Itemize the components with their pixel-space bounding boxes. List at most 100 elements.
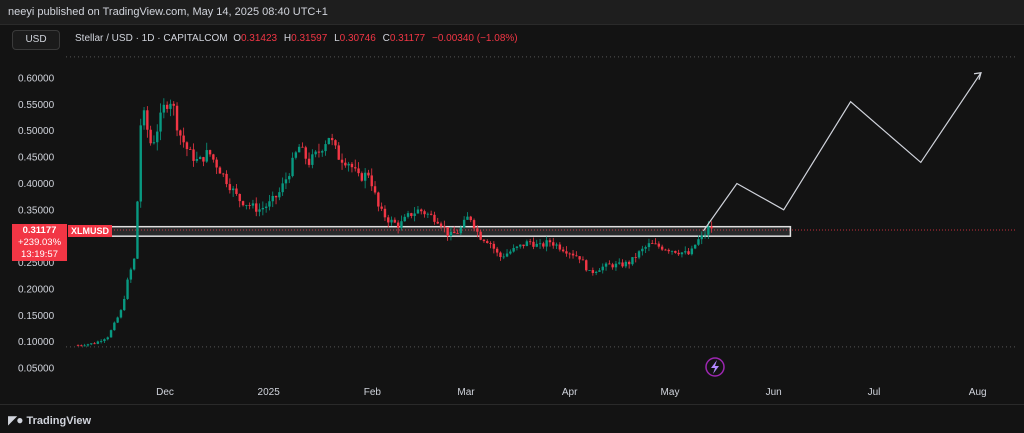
candle-body: [96, 341, 100, 344]
candle: [472, 218, 476, 232]
candle-body: [238, 193, 241, 202]
candle-body: [601, 266, 604, 271]
candle: [106, 336, 109, 341]
candle-body: [660, 246, 664, 250]
candle: [373, 181, 377, 195]
candle: [311, 149, 314, 169]
candle: [179, 129, 182, 145]
candle: [515, 246, 519, 251]
candle-body: [667, 249, 670, 252]
candle: [169, 99, 172, 117]
candle: [522, 244, 525, 249]
candle: [387, 214, 390, 228]
candle-body: [591, 270, 595, 273]
candle-body: [456, 233, 459, 234]
replay-lightning-icon[interactable]: [705, 357, 725, 377]
candle-body: [321, 151, 324, 153]
change-value: −0.00340 (−1.08%): [432, 33, 518, 44]
candle: [594, 270, 598, 276]
currency-button[interactable]: USD: [12, 30, 60, 50]
candle-body: [377, 192, 380, 207]
y-tick-label: 0.40000: [18, 179, 55, 190]
candle-body: [519, 244, 522, 247]
y-tick-label: 0.55000: [18, 100, 55, 111]
candle-body: [288, 176, 291, 180]
candle-body: [119, 310, 123, 318]
price-chart[interactable]: 0.60000 0.55000 0.50000 0.45000 0.40000 0.350…: [0, 25, 1024, 405]
candle-body: [258, 209, 261, 212]
candle-body: [347, 163, 350, 166]
candle: [208, 149, 212, 157]
candle: [621, 259, 624, 268]
candle: [538, 239, 542, 249]
candle-body: [462, 219, 466, 228]
candle-body: [690, 248, 694, 255]
candle-body: [641, 248, 644, 252]
candle: [354, 159, 357, 172]
candle: [519, 244, 522, 249]
candle: [383, 205, 387, 221]
candle: [294, 150, 298, 160]
candle-body: [657, 243, 661, 247]
candle: [542, 241, 545, 249]
candle: [674, 250, 677, 254]
candle: [486, 239, 489, 244]
x-tick-label: Jun: [766, 387, 782, 398]
candle-body: [654, 243, 657, 245]
candle: [677, 249, 680, 256]
candle: [585, 259, 588, 272]
candle: [561, 246, 565, 253]
countdown-badge: 13:19:57: [12, 249, 67, 261]
candle-body: [109, 330, 113, 338]
candle: [317, 143, 321, 158]
candle: [132, 258, 136, 271]
candle: [601, 263, 604, 274]
candle-body: [169, 103, 172, 109]
candle-body: [545, 240, 548, 247]
candle: [664, 248, 667, 251]
candle: [571, 249, 575, 259]
candle: [420, 208, 423, 215]
candle: [350, 161, 354, 173]
candle: [476, 225, 479, 238]
candle-body: [552, 242, 555, 246]
high-value: 0.31597: [291, 33, 328, 44]
candle: [301, 142, 304, 148]
candle-body: [370, 175, 373, 187]
publish-info: neeyi published on TradingView.com, May …: [8, 6, 328, 18]
candle-body: [621, 262, 624, 267]
candle-body: [433, 214, 436, 222]
candle-body: [159, 112, 162, 132]
candle: [548, 238, 552, 247]
candle: [479, 229, 482, 241]
candle-body: [515, 246, 519, 248]
candle: [700, 231, 703, 245]
candle-body: [677, 252, 680, 255]
candle-body: [218, 167, 222, 174]
candle-body: [687, 251, 690, 255]
brand[interactable]: ◤● TradingView: [8, 413, 91, 427]
brand-label: TradingView: [26, 415, 92, 427]
candle: [99, 339, 103, 344]
candle-body: [684, 251, 687, 253]
candle-body: [136, 201, 139, 259]
candle-body: [334, 140, 337, 146]
candle: [545, 236, 548, 252]
candle: [459, 225, 463, 236]
candle: [123, 295, 126, 311]
candle: [456, 229, 459, 234]
candle-body: [436, 221, 439, 224]
candle-body: [264, 206, 268, 208]
candle-body: [324, 144, 327, 152]
candle: [337, 142, 340, 160]
candle: [162, 98, 166, 119]
candle-body: [598, 270, 601, 272]
high-label: H: [283, 33, 292, 44]
candle: [575, 251, 578, 257]
y-tick-label: 0.10000: [18, 337, 55, 348]
close-label: C: [382, 33, 390, 44]
candle: [690, 245, 694, 256]
candle: [205, 142, 208, 163]
candle: [462, 216, 466, 229]
candle-body: [647, 243, 651, 248]
